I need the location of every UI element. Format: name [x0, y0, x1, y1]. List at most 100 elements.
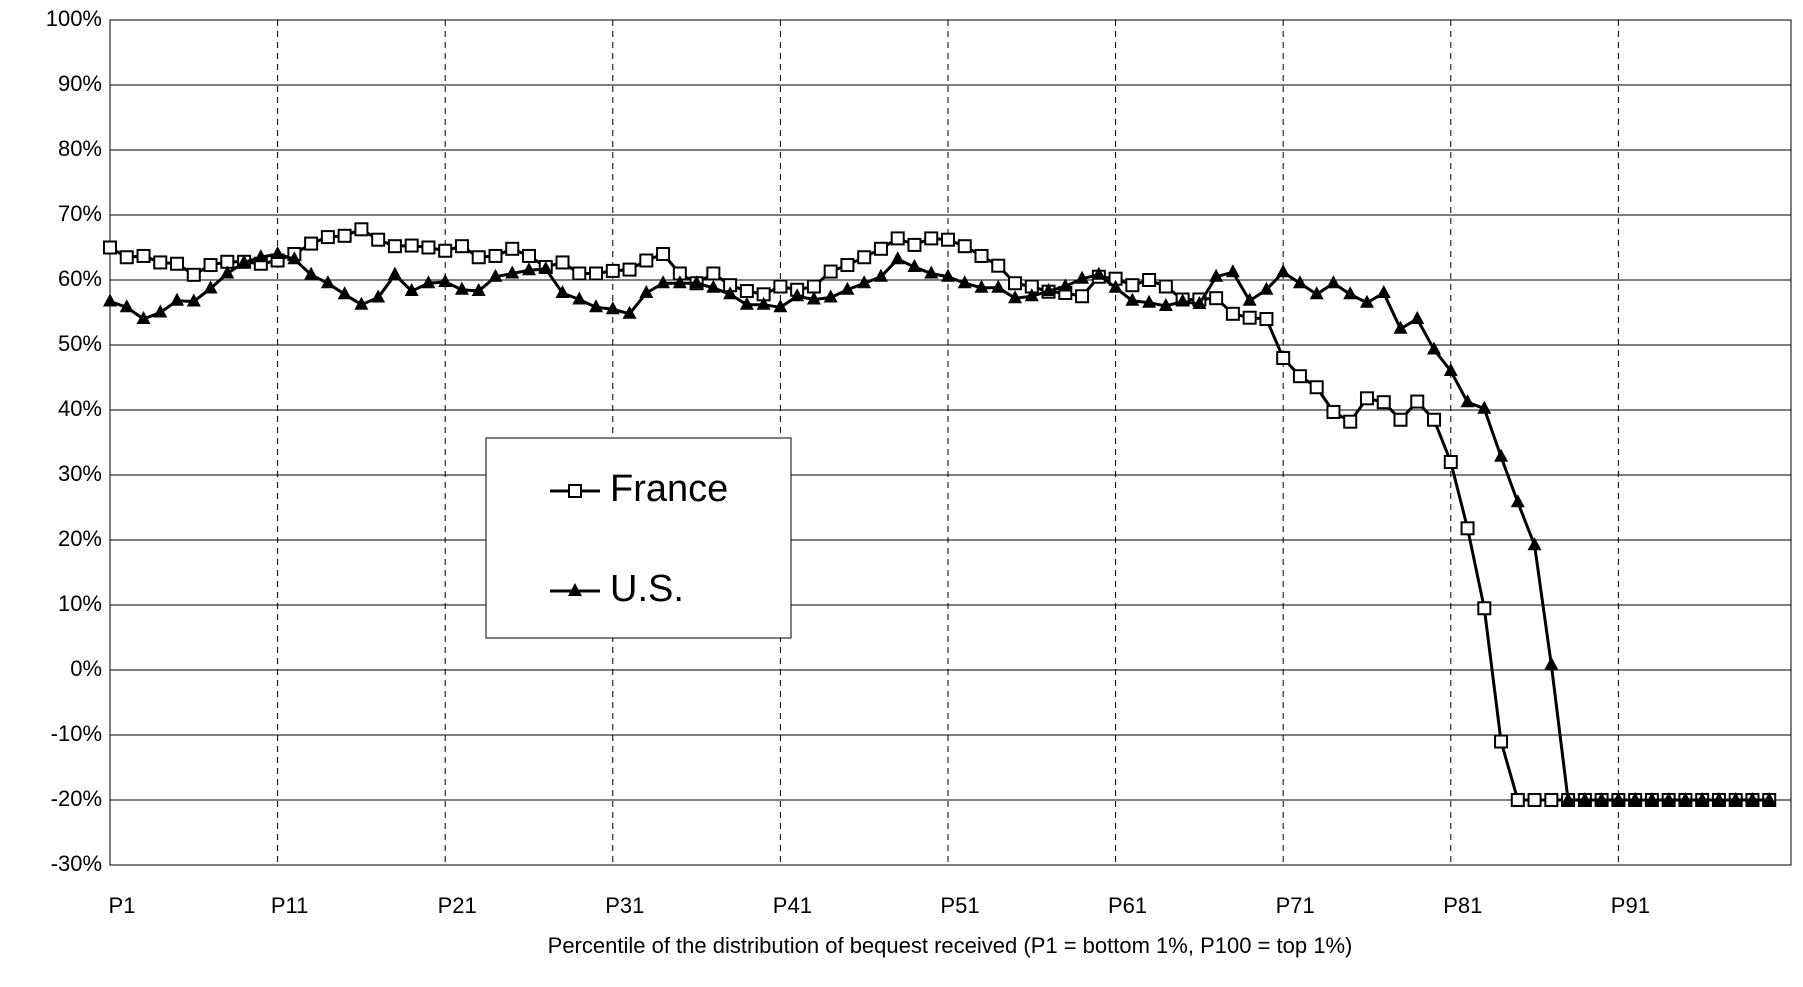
y-tick-label: 100%: [46, 6, 102, 31]
marker-triangle: [555, 285, 570, 298]
marker-square: [1359, 391, 1374, 406]
marker-triangle: [119, 299, 134, 313]
marker-square: [1125, 278, 1140, 293]
marker-triangle: [1359, 294, 1374, 308]
marker-square: [119, 250, 134, 265]
marker-square: [203, 258, 218, 273]
marker-triangle: [538, 260, 553, 274]
marker-triangle: [1343, 286, 1358, 300]
plot-area: [109, 19, 1792, 866]
marker-triangle: [1695, 792, 1710, 805]
marker-triangle: [454, 281, 469, 295]
series-line: [109, 252, 1770, 802]
marker-triangle: [237, 254, 252, 268]
marker-triangle: [991, 279, 1006, 293]
marker-triangle: [656, 275, 671, 289]
marker-triangle: [806, 291, 821, 305]
marker-triangle: [1644, 792, 1659, 805]
marker-square: [1410, 394, 1425, 409]
series-line: [109, 227, 1770, 802]
marker-square: [371, 232, 386, 247]
marker-triangle: [1108, 279, 1123, 293]
marker-square: [438, 243, 453, 258]
marker-triangle: [505, 265, 520, 279]
marker-triangle: [1192, 296, 1207, 310]
marker-triangle: [1158, 298, 1173, 311]
marker-triangle: [1711, 792, 1726, 805]
series: [103, 246, 1777, 805]
marker-triangle: [940, 268, 955, 282]
marker-triangle: [1443, 363, 1458, 376]
marker-triangle: [622, 305, 637, 319]
marker-square: [773, 279, 788, 294]
marker-square: [857, 250, 872, 265]
y-tick-label: 20%: [58, 526, 102, 551]
x-tick-label: P71: [1276, 893, 1315, 918]
marker-triangle: [421, 275, 436, 289]
marker-triangle: [1024, 288, 1039, 302]
marker-square: [404, 238, 419, 253]
marker-triangle: [873, 268, 888, 282]
marker-square: [940, 232, 955, 247]
marker-triangle: [320, 275, 335, 289]
marker-triangle: [471, 283, 486, 297]
y-tick-label: -10%: [51, 721, 102, 746]
marker-square: [622, 262, 637, 277]
marker-square: [1242, 310, 1257, 325]
y-tick-label: 0%: [70, 656, 102, 681]
marker-square: [1309, 380, 1324, 395]
marker-square: [488, 248, 503, 263]
y-tick-label: 80%: [58, 136, 102, 161]
marker-triangle: [1075, 270, 1090, 284]
marker-triangle: [186, 293, 201, 307]
marker-triangle: [639, 285, 654, 298]
marker-square: [1427, 412, 1442, 427]
legend-label: U.S.: [610, 568, 684, 610]
marker-square: [806, 279, 821, 294]
marker-square: [1343, 414, 1358, 429]
marker-triangle: [354, 296, 369, 310]
marker-square: [840, 258, 855, 273]
marker-triangle: [1661, 792, 1676, 805]
marker-square: [656, 247, 671, 261]
marker-triangle: [1544, 656, 1559, 670]
marker-triangle: [203, 280, 218, 294]
marker-triangle: [1142, 294, 1157, 308]
marker-square: [471, 250, 486, 265]
marker-square: [1376, 395, 1391, 410]
y-tick-label: -20%: [51, 786, 102, 811]
legend-box: [485, 437, 792, 639]
marker-square: [991, 258, 1006, 273]
marker-triangle: [974, 279, 989, 293]
marker-triangle: [521, 262, 536, 276]
marker-triangle: [304, 266, 319, 280]
marker-triangle: [1628, 792, 1643, 805]
marker-triangle: [1309, 286, 1324, 300]
marker-triangle: [857, 275, 872, 289]
marker-triangle: [907, 259, 922, 272]
marker-triangle: [1259, 281, 1274, 295]
marker-triangle: [1292, 275, 1307, 289]
marker-triangle: [790, 288, 805, 302]
marker-triangle: [1460, 394, 1475, 408]
marker-triangle: [488, 268, 503, 282]
marker-square: [924, 231, 939, 246]
y-tick-label: 90%: [58, 71, 102, 96]
marker-triangle: [568, 583, 582, 596]
marker-triangle: [153, 304, 168, 318]
marker-triangle: [689, 275, 704, 289]
x-tick-label: P11: [271, 893, 309, 918]
marker-square: [153, 255, 168, 270]
marker-triangle: [723, 286, 738, 300]
marker-triangle: [605, 301, 620, 315]
marker-triangle: [1427, 341, 1442, 355]
marker-square: [103, 240, 117, 255]
marker-triangle: [572, 291, 587, 305]
marker-square: [739, 284, 754, 299]
marker-square: [1008, 276, 1023, 291]
marker-square: [974, 248, 989, 263]
marker-triangle: [773, 299, 788, 313]
marker-square: [304, 236, 319, 251]
marker-triangle: [1326, 275, 1341, 289]
marker-triangle: [136, 311, 151, 324]
